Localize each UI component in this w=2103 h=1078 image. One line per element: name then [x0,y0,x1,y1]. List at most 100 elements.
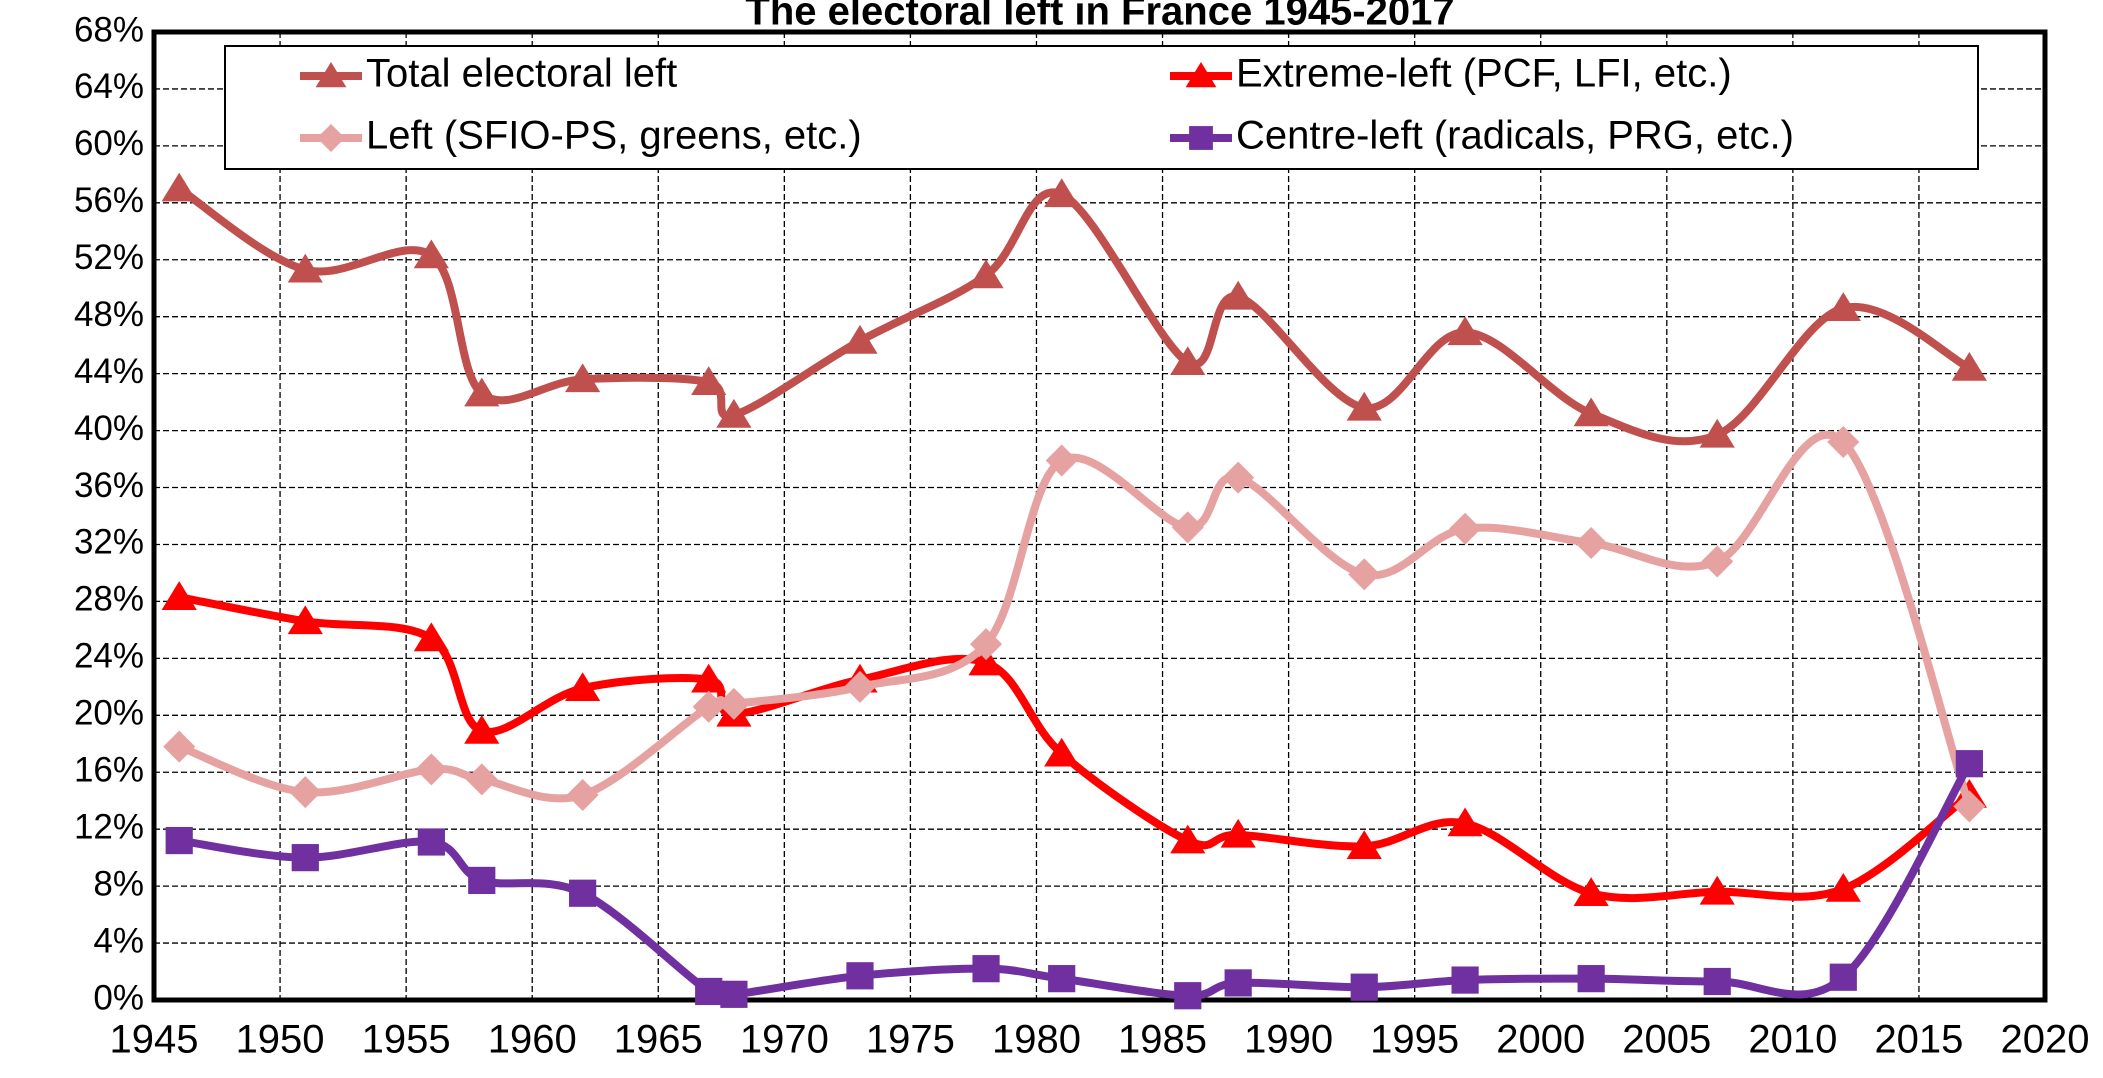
marker [1951,351,1987,381]
chart-title: The electoral left in France 1945-2017 [745,0,1454,34]
marker [1573,877,1609,907]
series-line [178,593,1972,903]
marker [1171,511,1204,544]
marker [968,646,1004,676]
marker [968,259,1004,289]
marker [1044,737,1080,767]
marker [843,670,876,703]
marker [565,363,601,393]
x-tick-label: 1955 [362,1018,451,1062]
y-tick-label: 12% [74,807,144,846]
marker [1348,558,1381,591]
marker [1451,966,1479,994]
marker [1699,875,1735,905]
marker [1827,425,1860,458]
x-tick-label: 1960 [488,1018,577,1062]
marker [716,398,752,428]
legend-box [224,45,1979,170]
plot-border [151,29,2048,1003]
x-tick-label: 1965 [614,1018,703,1062]
marker [1220,280,1256,310]
y-tick-label: 68% [74,10,144,49]
y-tick-label: 32% [74,523,144,562]
marker [1045,444,1078,477]
marker [720,980,748,1008]
marker [413,239,449,269]
marker [287,253,323,283]
marker [464,714,500,744]
x-tick-label: 1985 [1118,1018,1207,1062]
marker [468,866,496,895]
x-tick-label: 2005 [1622,1018,1711,1062]
marker [565,672,601,702]
marker [1825,872,1861,902]
marker [695,977,723,1006]
y-tick-label: 36% [74,466,144,505]
marker [1825,292,1861,321]
y-tick-label: 8% [93,864,144,903]
y-tick-label: 48% [74,295,144,334]
y-tick-label: 16% [74,750,144,789]
marker [970,628,1003,661]
marker [691,366,727,395]
marker [1346,391,1382,421]
legend-label: Left (SFIO-PS, greens, etc.) [366,114,862,158]
marker [1447,316,1483,346]
marker [1955,750,1983,778]
y-tick-label: 64% [74,67,144,106]
y-tick-label: 28% [74,580,144,619]
legend-label: Total electoral left [366,52,677,96]
marker [161,581,197,610]
marker [1447,807,1483,837]
marker [1224,969,1252,997]
marker [1170,346,1206,376]
x-tick-label: 1950 [236,1018,325,1062]
x-tick-label: 1975 [866,1018,955,1062]
legend-marker [315,62,347,88]
marker [163,730,196,763]
legend-marker [1185,62,1217,88]
marker [1048,965,1076,993]
x-tick-label: 2000 [1496,1018,1585,1062]
marker [1346,830,1382,860]
x-tick-label: 1945 [110,1018,199,1062]
y-tick-label: 52% [74,238,144,277]
plot-area [154,32,2045,1000]
marker [165,826,193,855]
y-tick-label: 60% [74,124,144,163]
legend-label: Extreme-left (PCF, LFI, etc.) [1236,52,1732,96]
marker [1953,790,1986,823]
marker [691,663,727,693]
marker [692,690,725,723]
marker [413,622,449,652]
marker [465,763,498,796]
x-tick-label: 1980 [992,1018,1081,1062]
x-tick-label: 1990 [1244,1018,1333,1062]
y-tick-label: 24% [74,637,144,676]
x-tick-label: 1970 [740,1018,829,1062]
marker [287,605,323,635]
y-tick-label: 44% [74,352,144,391]
marker [1174,982,1202,1010]
marker [464,377,500,407]
marker [842,324,878,354]
marker [972,955,1000,983]
marker [1699,418,1735,448]
y-tick-label: 20% [74,694,144,733]
marker [1703,967,1731,996]
marker [1701,545,1734,578]
marker [289,776,322,809]
legend-label: Centre-left (radicals, PRG, etc.) [1236,114,1794,158]
x-tick-label: 2020 [2001,1018,2090,1062]
marker [1573,397,1609,427]
marker [566,779,599,812]
marker [569,879,597,907]
y-tick-label: 0% [93,978,144,1017]
marker [1222,461,1255,494]
x-tick-label: 2010 [1748,1018,1837,1062]
x-tick-label: 2015 [1874,1018,1963,1062]
y-tick-label: 56% [74,181,144,220]
marker [717,687,750,720]
